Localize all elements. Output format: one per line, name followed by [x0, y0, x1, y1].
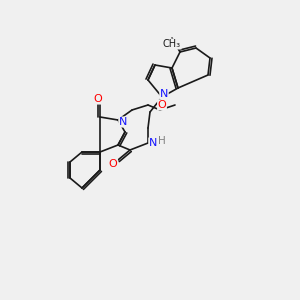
Text: CH₃: CH₃: [163, 39, 181, 49]
Text: N: N: [160, 89, 168, 99]
Text: N: N: [119, 117, 127, 127]
Text: H: H: [158, 136, 166, 146]
Text: N: N: [149, 138, 157, 148]
Text: O: O: [158, 100, 166, 110]
Text: O: O: [94, 94, 102, 104]
Text: O: O: [109, 159, 117, 169]
